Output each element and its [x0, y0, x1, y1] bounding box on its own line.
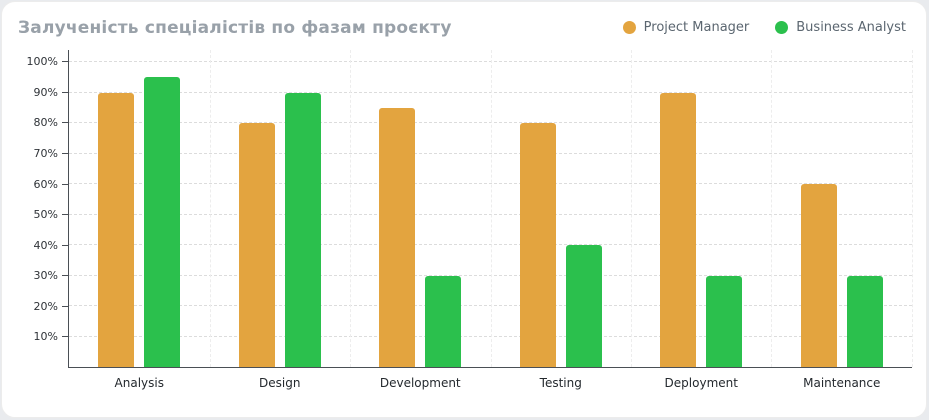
- y-tick-label: 70%: [33, 146, 58, 160]
- vertical-gridline: [209, 50, 211, 367]
- bar-project-manager[interactable]: [800, 184, 837, 367]
- legend-label: Business Analyst: [796, 20, 906, 35]
- legend-label: Project Manager: [643, 20, 750, 35]
- x-axis-label: Analysis: [114, 376, 164, 390]
- legend: Project Manager Business Analyst: [622, 18, 906, 35]
- bar-group-development: Development: [379, 50, 462, 390]
- tick-mark: [62, 91, 68, 93]
- bar-business-analyst[interactable]: [144, 77, 181, 367]
- bar-business-analyst[interactable]: [846, 275, 883, 367]
- bar-business-analyst[interactable]: [706, 275, 743, 367]
- x-axis-label: Deployment: [664, 376, 738, 390]
- bar-group-design: Design: [238, 50, 321, 390]
- vertical-gridline: [912, 50, 913, 367]
- y-tick-label: 20%: [33, 299, 58, 313]
- y-tick-label: 60%: [33, 177, 58, 191]
- vertical-gridline: [349, 50, 351, 367]
- bar-group-maintenance: Maintenance: [800, 50, 883, 390]
- tick-mark: [62, 183, 68, 185]
- tick-mark: [62, 61, 68, 63]
- bar-chart: 10% 20% 30% 40% 50% 60% 70% 80% 90% 100% Analysis…: [12, 50, 913, 390]
- bar-project-manager[interactable]: [98, 92, 135, 367]
- y-tick-label: 40%: [33, 238, 58, 252]
- x-axis-label: Development: [379, 376, 461, 390]
- bar-business-analyst[interactable]: [565, 245, 602, 367]
- vertical-gridline: [771, 50, 773, 367]
- tick-mark: [62, 214, 68, 216]
- tick-mark: [62, 275, 68, 277]
- legend-item-project-manager[interactable]: Project Manager: [622, 20, 750, 35]
- x-axis-label: Design: [259, 376, 301, 390]
- y-tick-label: 50%: [33, 208, 58, 222]
- bar-project-manager[interactable]: [519, 123, 556, 367]
- vertical-gridline: [490, 50, 492, 367]
- y-tick-label: 30%: [33, 269, 58, 283]
- bar-project-manager[interactable]: [238, 123, 275, 367]
- tick-mark: [62, 244, 68, 246]
- y-tick-label: 90%: [33, 85, 58, 99]
- bar-business-analyst[interactable]: [425, 275, 462, 367]
- y-tick-label: 100%: [26, 55, 58, 69]
- plot-area: Analysis Design Development Testing Deployme…: [68, 50, 913, 390]
- y-axis-labels: 10% 20% 30% 40% 50% 60% 70% 80% 90% 100%: [12, 50, 68, 368]
- bar-project-manager[interactable]: [660, 92, 697, 367]
- tick-mark: [62, 122, 68, 124]
- legend-item-business-analyst[interactable]: Business Analyst: [775, 20, 906, 35]
- bar-group-analysis: Analysis: [98, 50, 181, 390]
- bar-project-manager[interactable]: [379, 107, 416, 367]
- tick-mark: [62, 336, 68, 338]
- tick-mark: [62, 152, 68, 154]
- vertical-gridline: [631, 50, 632, 367]
- legend-dot-icon: [775, 21, 789, 34]
- bar-group-testing: Testing: [519, 50, 602, 390]
- bar-business-analyst[interactable]: [284, 92, 321, 367]
- legend-dot-icon: [622, 21, 636, 34]
- chart-header: Залученість спеціалістів по фазам проєкт…: [2, 2, 926, 38]
- tick-mark: [62, 305, 68, 307]
- y-tick-label: 80%: [33, 116, 58, 130]
- bar-group-deployment: Deployment: [660, 50, 743, 390]
- x-axis-label: Testing: [539, 376, 582, 390]
- y-tick-label: 10%: [33, 330, 58, 344]
- chart-title: Залученість спеціалістів по фазам проєкт…: [18, 18, 452, 38]
- x-axis-label: Maintenance: [803, 376, 881, 390]
